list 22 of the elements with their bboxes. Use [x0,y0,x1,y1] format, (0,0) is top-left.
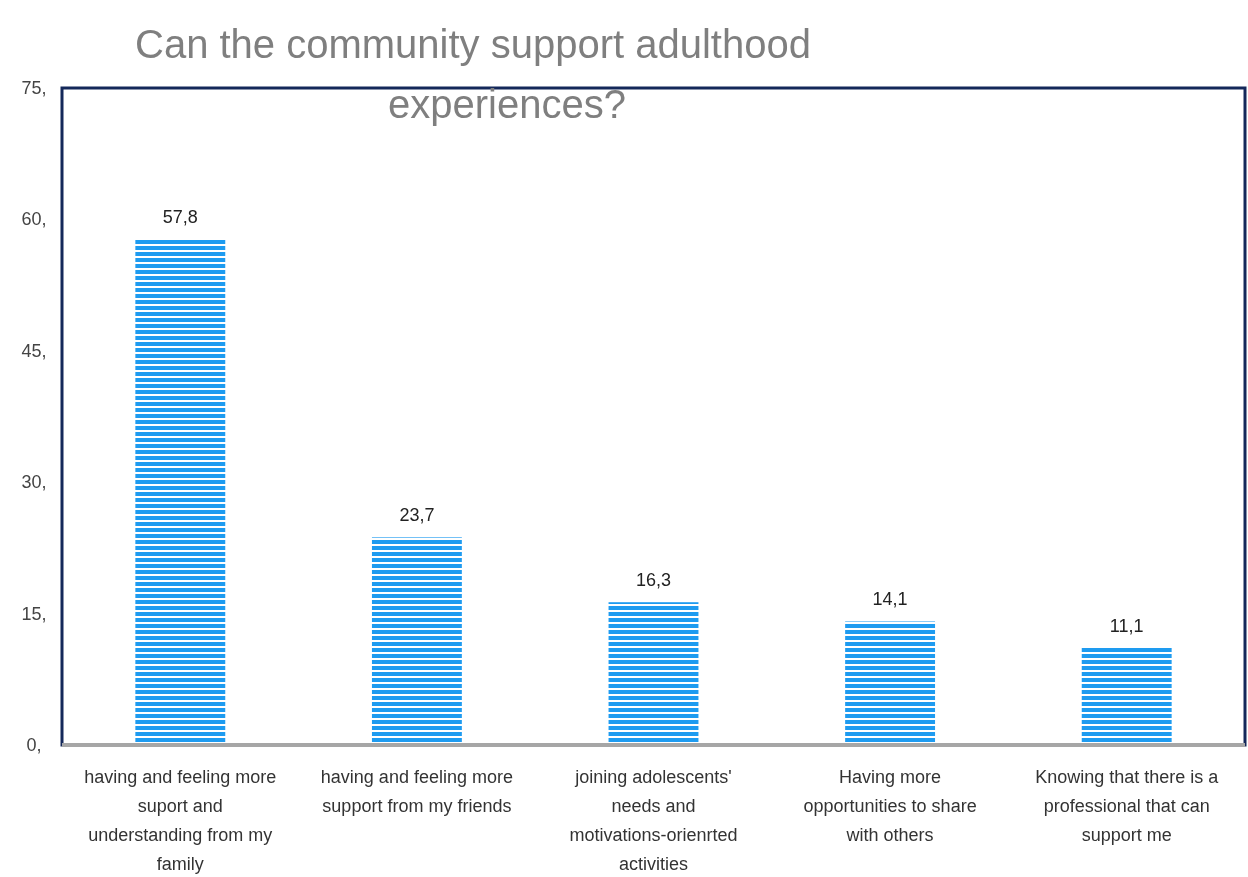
data-label: 16,3 [635,570,672,591]
bar [845,621,936,745]
data-label: 11,1 [1109,615,1144,636]
y-tick-label: 75, [21,78,47,98]
x-tick-label: joining adolescents' needs and motivations-orienrted activities [569,767,738,874]
bar [1081,647,1172,745]
data-label: 23,7 [399,505,435,526]
data-label: 57,8 [162,206,198,227]
x-tick-label: Having more opportunities to share with others [803,767,977,845]
chart-title: Can the community support adulthood experiences? [135,22,811,126]
bar [135,238,226,745]
x-tick-label: having and feeling more support from my friends [320,767,513,816]
bar [371,537,462,745]
x-tick-label: having and feeling more suport and understanding from my family [84,767,277,874]
y-tick-label: 0, [26,735,42,755]
y-tick-label: 30, [21,472,47,493]
y-tick-label: 15, [21,603,47,624]
y-tick-label: 45, [21,340,47,361]
bar [608,602,699,745]
data-label: 14,1 [872,589,908,610]
y-tick-label: 60, [21,209,47,230]
x-tick-label: Knowing that there is a professional that can support me [1035,767,1220,845]
